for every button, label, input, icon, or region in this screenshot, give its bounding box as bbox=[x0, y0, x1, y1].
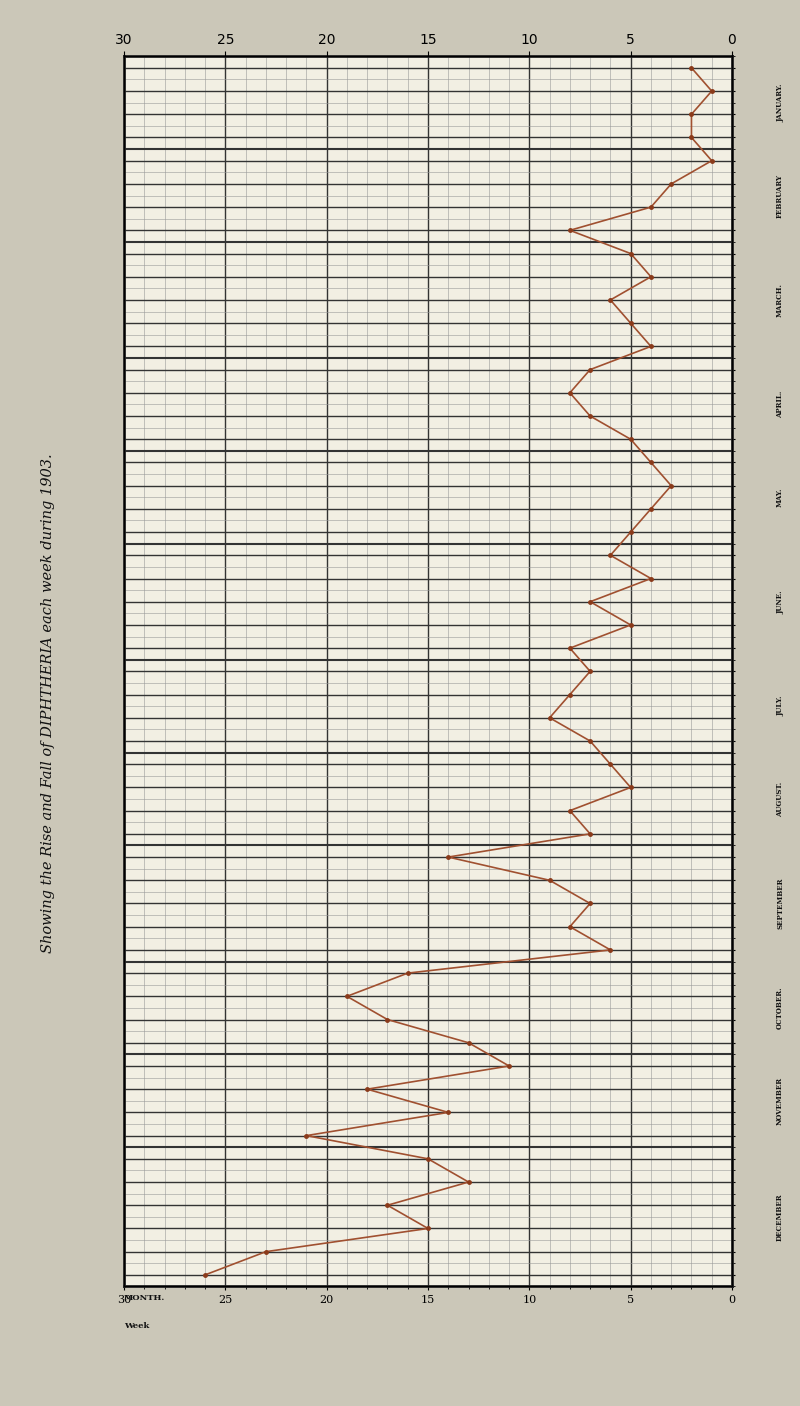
Text: MARCH.: MARCH. bbox=[776, 283, 784, 316]
Text: SEPTEMBER: SEPTEMBER bbox=[776, 877, 784, 929]
Text: MONTH.: MONTH. bbox=[124, 1294, 166, 1302]
Text: FEBRUARY: FEBRUARY bbox=[776, 173, 784, 218]
Text: DECEMBER: DECEMBER bbox=[776, 1194, 784, 1240]
Text: Showing the Rise and Fall of DIPHTHERIA each week during 1903.: Showing the Rise and Fall of DIPHTHERIA … bbox=[41, 453, 55, 953]
Text: NOVEMBER: NOVEMBER bbox=[776, 1077, 784, 1125]
Text: Week: Week bbox=[124, 1322, 150, 1330]
Text: APRIL.: APRIL. bbox=[776, 391, 784, 418]
Text: OCTOBER.: OCTOBER. bbox=[776, 987, 784, 1029]
Text: MAY.: MAY. bbox=[776, 488, 784, 508]
Text: JANUARY.: JANUARY. bbox=[776, 83, 784, 122]
Text: JULY.: JULY. bbox=[776, 696, 784, 717]
Text: JUNE.: JUNE. bbox=[776, 591, 784, 613]
Text: AUGUST.: AUGUST. bbox=[776, 782, 784, 817]
